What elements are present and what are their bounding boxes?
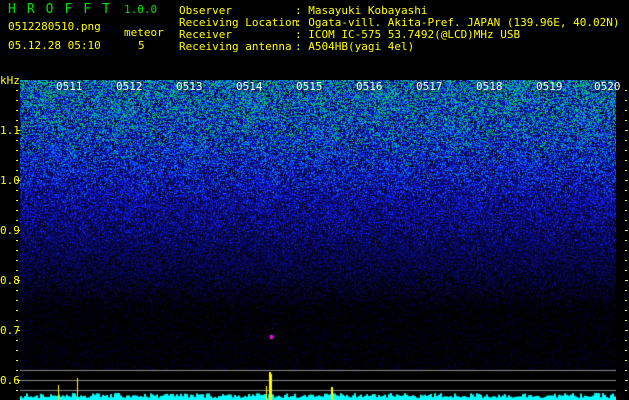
y-tick-mark [625,230,628,231]
y-tick-label: 0.9 [0,224,20,237]
y-tick-mark [16,360,18,361]
time-label: 0515 [296,80,323,93]
y-tick-mark [625,290,627,291]
time-label: 0519 [536,80,563,93]
y-tick-mark [625,260,627,261]
y-tick-mark [625,380,628,381]
y-tick-mark [625,250,627,251]
y-tick-mark [16,140,18,141]
y-tick-mark [625,320,627,321]
info-label-antenna: Receiving antenna [179,40,292,53]
app-version: 1.0.0 [124,3,158,16]
y-tick-mark [16,260,18,261]
y-tick-mark [625,360,627,361]
y-tick-label: 1.0 [0,174,20,187]
y-tick-mark [625,200,627,201]
info-label-observer: Observer [179,4,232,17]
y-tick-mark [625,170,627,171]
y-tick-mark [625,280,628,281]
y-tick-mark [16,270,18,271]
y-tick-mark [625,220,627,221]
info-value-observer: : Masayuki Kobayashi [295,4,428,17]
y-tick-mark [16,250,18,251]
y-tick-mark [625,310,627,311]
y-tick-label: 0.6 [0,374,20,387]
y-tick-mark [16,390,18,391]
file-datetime: 05.12.28 05:10 [8,39,101,52]
time-label: 0511 [56,80,83,93]
y-tick-mark [16,320,18,321]
y-tick-mark [16,340,18,341]
time-label: 0514 [236,80,263,93]
y-tick-mark [16,350,18,351]
info-value-location: : Ogata-vill. Akita-Pref. JAPAN (139.96E… [295,16,620,29]
y-axis-unit: kHz [0,74,20,87]
y-tick-mark [17,130,20,131]
y-tick-mark [16,220,18,221]
y-tick-mark [625,90,627,91]
spectrogram [20,80,616,400]
y-tick-mark [625,140,627,141]
y-tick-mark [16,200,18,201]
y-tick-mark [625,300,627,301]
y-tick-mark [16,110,18,111]
y-tick-mark [625,160,627,161]
y-tick-mark [16,160,18,161]
y-tick-mark [16,170,18,171]
time-label: 0520 [594,80,621,93]
time-label: 0518 [476,80,503,93]
time-label: 0512 [116,80,143,93]
y-tick-mark [625,110,627,111]
y-tick-mark [17,280,20,281]
meteor-label: meteor [124,26,164,39]
y-tick-label: 0.8 [0,274,20,287]
y-tick-mark [16,100,18,101]
y-tick-mark [17,330,20,331]
y-tick-mark [625,130,628,131]
app-logo: HROFFT [8,2,121,17]
y-tick-mark [625,270,627,271]
info-value-antenna: : A504HB(yagi 4el) [295,40,415,53]
meteor-count: 5 [138,39,145,52]
time-label: 0516 [356,80,383,93]
y-tick-mark [625,190,627,191]
y-tick-mark [625,370,627,371]
file-name: 0512280510.png [8,20,101,33]
time-label: 0517 [416,80,443,93]
info-value-receiver: : ICOM IC-575 53.7492(@LCD)MHz USB [295,28,521,41]
y-tick-mark [625,100,627,101]
y-tick-mark [16,120,18,121]
info-label-location: Receiving Location [179,16,299,29]
y-tick-mark [625,350,627,351]
y-tick-mark [625,210,627,211]
y-tick-mark [16,150,18,151]
y-tick-mark [625,120,627,121]
y-tick-mark [625,180,628,181]
y-tick-label: 1.1 [0,124,20,137]
info-label-receiver: Receiver [179,28,232,41]
y-tick-mark [625,150,627,151]
time-label: 0513 [176,80,203,93]
y-tick-mark [625,330,628,331]
y-tick-mark [625,240,627,241]
y-tick-mark [16,370,18,371]
y-tick-mark [625,390,627,391]
y-tick-mark [17,180,20,181]
y-tick-mark [17,230,20,231]
y-tick-mark [17,380,20,381]
y-tick-mark [625,340,627,341]
y-tick-mark [16,290,18,291]
y-tick-mark [16,90,18,91]
y-tick-label: 0.7 [0,324,20,337]
y-tick-mark [16,300,18,301]
y-tick-mark [16,240,18,241]
y-tick-mark [16,310,18,311]
y-tick-mark [16,210,18,211]
y-tick-mark [16,190,18,191]
